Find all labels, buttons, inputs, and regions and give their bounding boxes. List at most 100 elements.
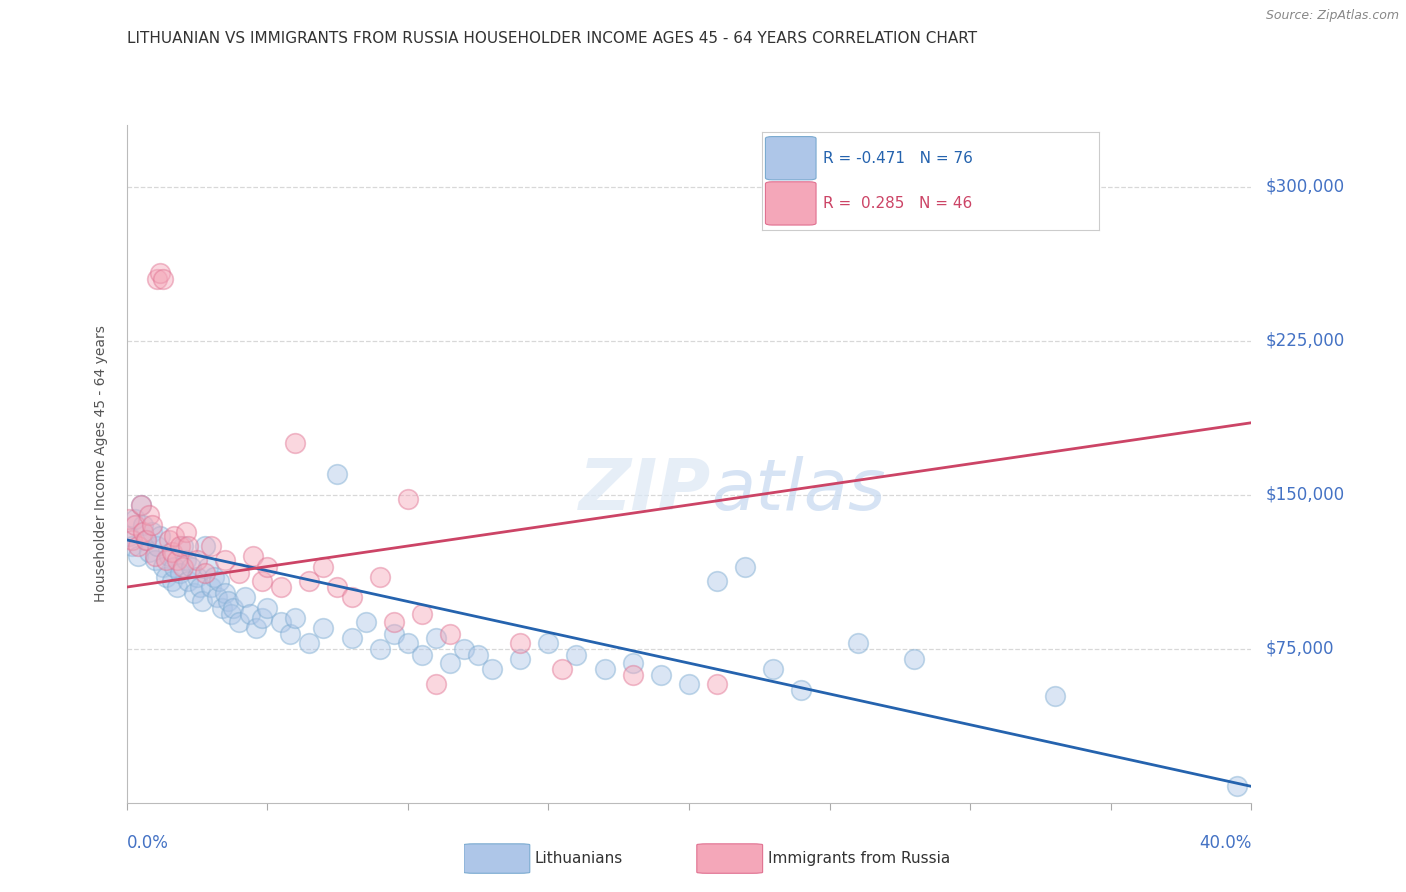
FancyBboxPatch shape <box>697 844 762 873</box>
Point <box>453 641 475 656</box>
Point <box>205 591 228 605</box>
Text: $300,000: $300,000 <box>1265 178 1344 195</box>
Point <box>762 662 785 676</box>
Point <box>396 491 419 506</box>
Point <box>177 539 200 553</box>
Point <box>219 607 242 621</box>
Point <box>298 574 321 588</box>
Point <box>129 498 152 512</box>
Point <box>382 627 405 641</box>
Point <box>180 559 202 574</box>
Point <box>174 524 197 539</box>
Text: Immigrants from Russia: Immigrants from Russia <box>768 851 950 866</box>
Point <box>1226 780 1249 794</box>
Point <box>124 518 146 533</box>
Point <box>439 627 461 641</box>
Point <box>256 600 278 615</box>
FancyBboxPatch shape <box>464 844 530 873</box>
Text: 40.0%: 40.0% <box>1199 834 1251 852</box>
Point <box>242 549 264 564</box>
FancyBboxPatch shape <box>765 136 815 180</box>
Text: $225,000: $225,000 <box>1265 332 1344 350</box>
Point <box>593 662 616 676</box>
Point <box>621 656 644 670</box>
Point <box>127 549 149 564</box>
Point <box>186 553 208 567</box>
Point <box>481 662 503 676</box>
Point <box>678 676 700 690</box>
Y-axis label: Householder Income Ages 45 - 64 years: Householder Income Ages 45 - 64 years <box>94 326 108 602</box>
Point <box>157 549 180 564</box>
Point <box>228 566 250 580</box>
Point <box>208 574 231 588</box>
Point <box>846 635 869 649</box>
Point <box>368 641 391 656</box>
Point <box>439 656 461 670</box>
Point <box>509 652 531 666</box>
Point <box>425 632 447 646</box>
Point <box>118 529 141 543</box>
Point <box>211 600 233 615</box>
Point <box>396 635 419 649</box>
Text: Lithuanians: Lithuanians <box>534 851 623 866</box>
Point <box>650 668 672 682</box>
Point <box>194 539 217 553</box>
Point <box>565 648 588 662</box>
Point <box>143 553 166 567</box>
Point <box>124 512 146 526</box>
Point <box>174 553 197 567</box>
Point <box>233 591 256 605</box>
Point <box>121 533 143 547</box>
Text: ZIP: ZIP <box>579 457 711 525</box>
Point <box>256 559 278 574</box>
Point <box>169 566 191 580</box>
Point <box>149 529 172 543</box>
Point <box>160 545 183 559</box>
Point <box>245 621 267 635</box>
Text: R =  0.285   N = 46: R = 0.285 N = 46 <box>823 196 972 211</box>
Point <box>228 615 250 629</box>
Point <box>121 539 143 553</box>
Point <box>188 580 211 594</box>
Point <box>340 632 363 646</box>
Text: R = -0.471   N = 76: R = -0.471 N = 76 <box>823 151 973 166</box>
Point <box>200 580 222 594</box>
Point <box>1043 689 1066 703</box>
Point <box>250 574 273 588</box>
Point <box>129 498 152 512</box>
Point <box>270 580 292 594</box>
Point <box>734 559 756 574</box>
Point <box>298 635 321 649</box>
Point <box>903 652 925 666</box>
Point <box>172 559 194 574</box>
Text: $75,000: $75,000 <box>1265 640 1334 657</box>
Point <box>152 272 174 286</box>
Point <box>551 662 574 676</box>
Point <box>138 545 160 559</box>
Point <box>132 524 155 539</box>
Point <box>186 570 208 584</box>
Point <box>509 635 531 649</box>
Point <box>146 272 169 286</box>
Point <box>537 635 560 649</box>
Point <box>284 611 307 625</box>
Point <box>239 607 262 621</box>
Point <box>177 574 200 588</box>
Point <box>127 539 149 553</box>
Text: 0.0%: 0.0% <box>127 834 169 852</box>
Point <box>250 611 273 625</box>
Point <box>166 553 188 567</box>
Point <box>326 467 349 482</box>
Point <box>214 553 236 567</box>
Point <box>163 559 186 574</box>
Point <box>222 600 245 615</box>
Point <box>149 266 172 280</box>
Point <box>467 648 489 662</box>
Text: $150,000: $150,000 <box>1265 485 1344 504</box>
FancyBboxPatch shape <box>765 182 815 225</box>
Point <box>200 539 222 553</box>
Point <box>191 594 214 608</box>
Point <box>155 553 177 567</box>
Point <box>146 539 169 553</box>
Point <box>368 570 391 584</box>
